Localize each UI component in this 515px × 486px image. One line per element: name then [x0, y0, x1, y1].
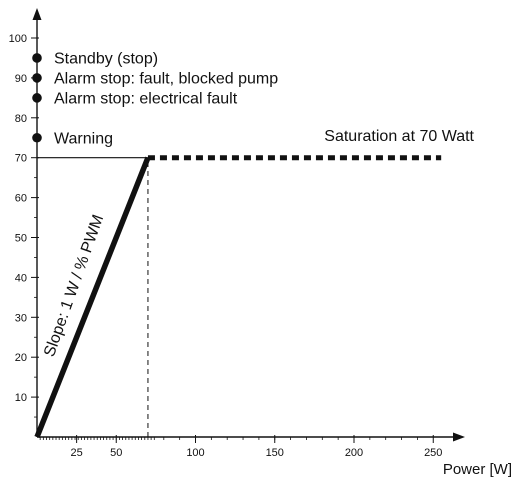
axes: [32, 8, 465, 442]
y-tick-label: 10: [15, 392, 27, 404]
y-axis-arrow: [32, 8, 42, 20]
x-tick-label: 100: [186, 447, 204, 459]
ticks: 25 50 100 150 200 250 10 20 30 40 50 60 70 80 90 100: [9, 17, 442, 459]
y-tick-label: 20: [15, 352, 27, 364]
x-axis-title: Power [W]: [443, 461, 512, 478]
marker-point: [32, 93, 42, 103]
y-tick-label: 60: [15, 193, 27, 205]
x-tick-label: 50: [110, 447, 122, 459]
y-tick-label: 100: [9, 33, 27, 45]
series-layer: [34, 155, 442, 439]
x-tick-label: 25: [71, 447, 83, 459]
y-tick-label: 90: [15, 73, 27, 85]
y-tick-label: 40: [15, 272, 27, 284]
marker-point: [32, 53, 42, 63]
y-tick-label: 70: [15, 153, 27, 165]
marker-label: Alarm stop: electrical fault: [54, 90, 238, 107]
markers: Standby (stop) Alarm stop: fault, blocked…: [32, 50, 278, 147]
x-tick-label: 200: [345, 447, 363, 459]
marker-point: [32, 132, 42, 143]
series-line-ramp: [34, 156, 151, 439]
marker-label: Alarm stop: fault, blocked pump: [54, 70, 278, 87]
marker-label: Warning: [54, 130, 113, 147]
x-tick-label: 250: [424, 447, 442, 459]
x-axis-arrow: [453, 432, 465, 442]
y-tick-label: 50: [15, 233, 27, 245]
y-tick-label: 80: [15, 113, 27, 125]
marker-label: Standby (stop): [54, 50, 158, 67]
reference-lines: [37, 157, 149, 437]
y-tick-label: 30: [15, 312, 27, 324]
saturation-annotation: Saturation at 70 Watt: [324, 128, 474, 145]
marker-point: [32, 73, 42, 83]
x-tick-label: 150: [266, 447, 284, 459]
